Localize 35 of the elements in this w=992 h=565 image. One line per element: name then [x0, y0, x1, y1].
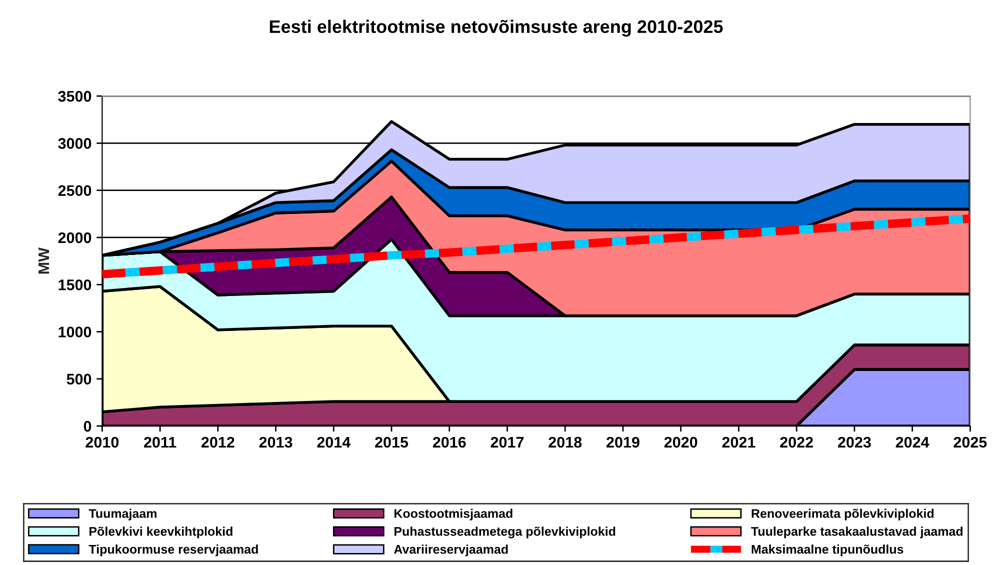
y-axis-title: MW	[38, 247, 50, 274]
x-tick-label: 2021	[722, 436, 756, 448]
y-tick-label: 1500	[58, 279, 92, 290]
legend-label: Puhastusseadmetega põlevkiviplokid	[394, 526, 616, 538]
x-tick-label: 2023	[838, 436, 871, 448]
x-tick-label: 2011	[144, 436, 176, 448]
legend-label: Avariireservjaamad	[394, 544, 508, 556]
x-tick-label: 2019	[606, 436, 640, 448]
x-tick-label: 2010	[86, 436, 119, 448]
y-tick-label: 2000	[58, 232, 92, 244]
y-tick-label: 0	[84, 420, 92, 432]
legend-label: Tuumajaam	[88, 508, 156, 520]
chart-title: Eesti elektritootmise netovõimsuste areng 2010-2025	[270, 20, 723, 37]
legend-label: Koostootmisjaamad	[394, 508, 512, 520]
x-tick-label: 2013	[259, 436, 292, 448]
x-tick-label: 2018	[548, 436, 582, 448]
x-tick-label: 2017	[490, 436, 524, 448]
y-tick-label: 500	[66, 374, 92, 385]
legend-label: Maksimaalne tipunõudlus	[752, 544, 904, 556]
x-tick-label: 2020	[664, 436, 698, 448]
x-tick-label: 2014	[317, 436, 351, 448]
legend-label: Põlevkivi keevkihtplokid	[90, 526, 232, 538]
x-tick-label: 2015	[375, 436, 408, 448]
y-tick-label: 1000	[58, 326, 92, 338]
x-tick-label: 2022	[780, 436, 813, 448]
x-tick-label: 2025	[954, 436, 987, 448]
legend-label: Tuuleparke tasakaalustavad jaamad	[751, 526, 963, 538]
legend-label: Renoveerimata põlevkiviplokid	[752, 508, 934, 520]
y-tick-label: 3500	[58, 90, 92, 102]
y-tick-label: 2500	[58, 185, 92, 196]
legend-label: Tipukoormuse reservjaamad	[88, 544, 258, 556]
x-tick-label: 2024	[896, 436, 930, 448]
x-tick-label: 2016	[432, 436, 466, 448]
x-tick-label: 2012	[201, 436, 234, 448]
y-tick-label: 3000	[58, 138, 92, 149]
